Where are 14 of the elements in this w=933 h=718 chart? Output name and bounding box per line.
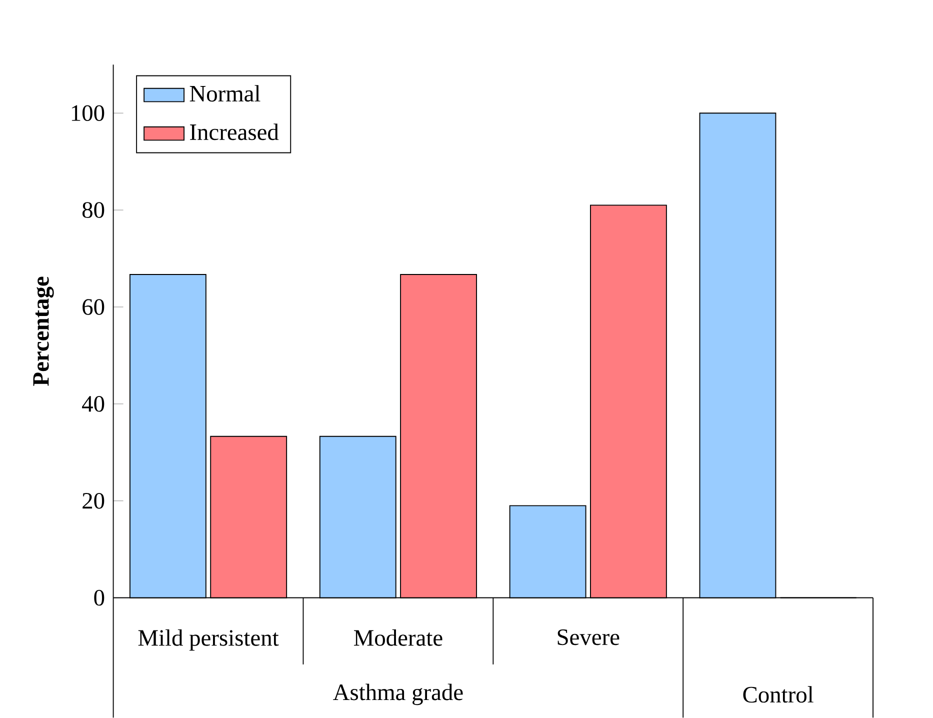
y-tick-label: 100 (72, 105, 104, 122)
text: Control (743, 686, 814, 703)
y-tick-label: 60 (82, 299, 104, 315)
y-axis-title: Percentage (33, 276, 54, 386)
y-tick-label: 80 (82, 202, 104, 218)
y-tick-label: 20 (82, 493, 104, 509)
x-tick-label: Severe (558, 630, 620, 646)
y-tick-label: 40 (82, 396, 104, 412)
x-tick-label: Mild persistent (138, 629, 279, 651)
x-tick-label: Moderate (354, 629, 442, 646)
legend-label: Increased (190, 124, 279, 140)
text: Asthma grade (333, 684, 463, 706)
y-tick-label: 0 (94, 590, 104, 606)
legend-label: Normal (190, 85, 260, 102)
